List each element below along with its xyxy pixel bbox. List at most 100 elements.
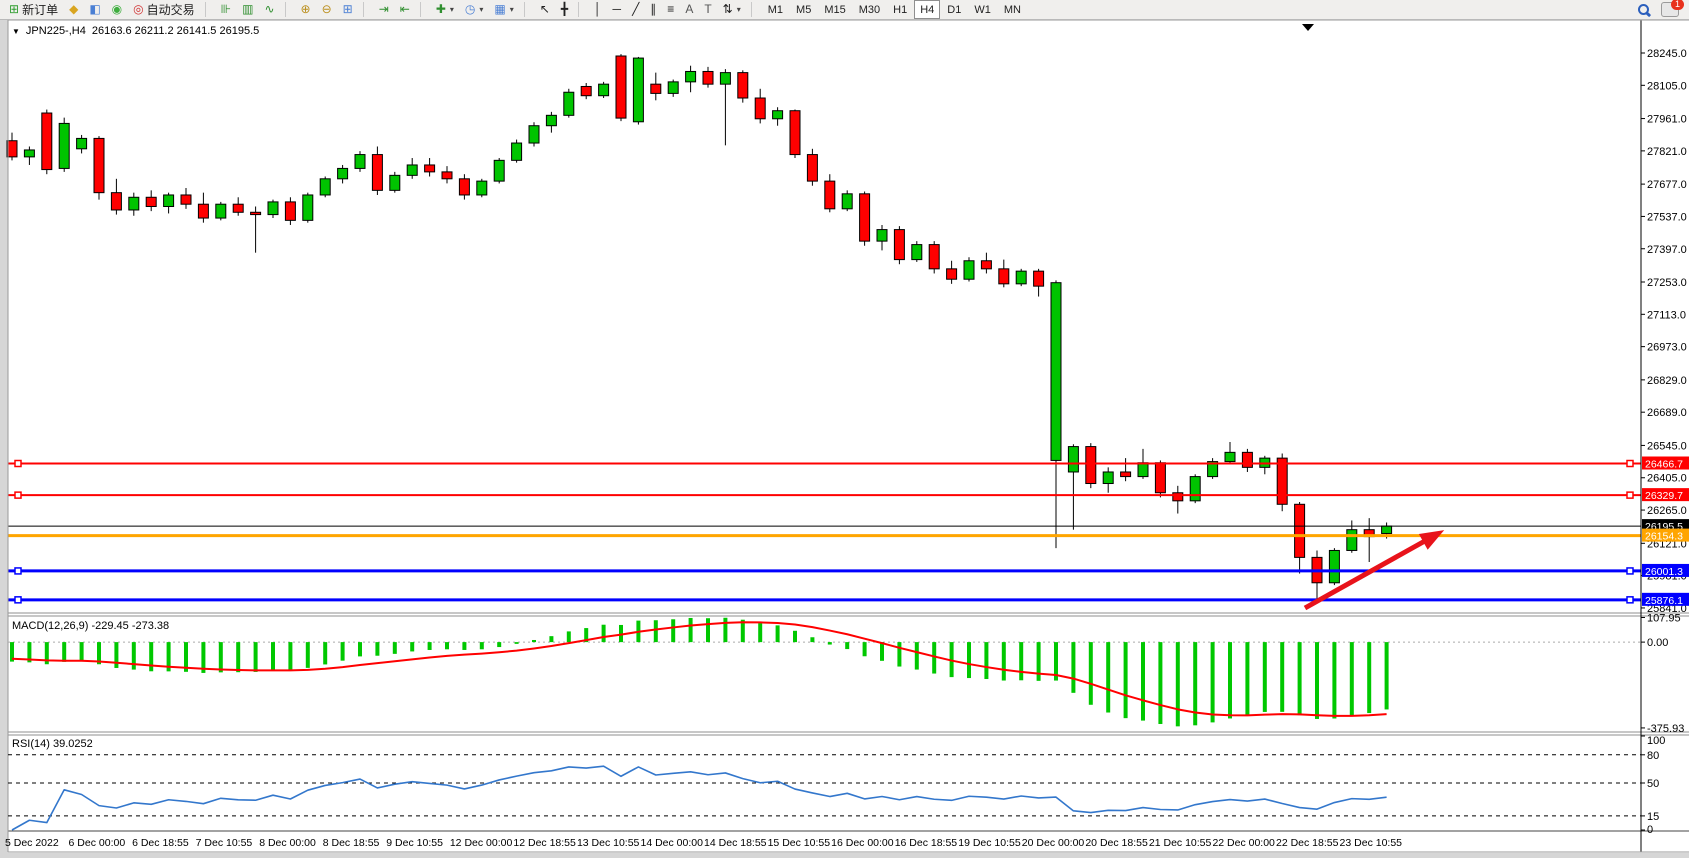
svg-text:8 Dec 18:55: 8 Dec 18:55 <box>323 837 380 849</box>
text-label-icon: T <box>704 2 712 16</box>
timeframe-m15[interactable]: M15 <box>824 3 846 16</box>
time-axis[interactable]: 5 Dec 2022 6 Dec 00:00 6 Dec 18:55 7 Dec 10… <box>5 837 1402 849</box>
cursor-icon: ↖ <box>539 2 550 16</box>
line-handle[interactable] <box>14 596 22 604</box>
svg-text:25876.1: 25876.1 <box>1645 595 1683 607</box>
navigator-icon: ◧ <box>89 2 101 16</box>
toolbar: ⊞ 新订单 ◆ ◧ ◉ ◎ 自动交易 ⊪ ▥ ∿ ⊕ ⊖ ⊞ ⇥ ⇤ ✚ ▾ ◷ ▾ ▦ ▾ ↖ ╋ │ ─ ╱ ∥ ≡ A T ⇅ ▾ M1 M… <box>0 0 1689 20</box>
chat-icon[interactable]: 1 <box>1661 0 1684 17</box>
text-label-button[interactable]: T <box>699 0 716 19</box>
notification-badge: 1 <box>1671 0 1684 10</box>
rsi-indicator-label: RSI(14) 39.0252 <box>12 738 93 750</box>
chevron-down-icon: ▾ <box>479 5 484 14</box>
trendline-icon: ╱ <box>632 2 640 16</box>
bar-chart-button[interactable]: ⊪ <box>216 0 236 19</box>
timeframe-m1[interactable]: M1 <box>767 3 784 16</box>
toolbar-separator <box>750 2 758 17</box>
symbol-dropdown-icon[interactable]: ▼ <box>12 26 20 36</box>
timeframe-d1[interactable]: D1 <box>947 3 962 16</box>
svg-text:100: 100 <box>1647 735 1665 747</box>
svg-text:26154.3: 26154.3 <box>1645 531 1683 543</box>
toolbar-separator <box>284 2 292 17</box>
svg-text:12 Dec 00:00: 12 Dec 00:00 <box>450 837 513 849</box>
trendline-button[interactable]: ╱ <box>627 0 644 19</box>
horizontal-line-icon: ─ <box>612 2 622 16</box>
new-order-button-label: 新订单 <box>22 3 59 17</box>
terminal-button[interactable]: ◉ <box>107 0 127 19</box>
fibonacci-button[interactable]: ≡ <box>662 0 679 19</box>
zoom-in-button[interactable]: ⊕ <box>296 0 316 19</box>
indicators-button[interactable]: ✚ ▾ <box>431 0 459 19</box>
chart-corner-dropdown-icon[interactable] <box>1302 24 1314 31</box>
rsi-pane: 100 80 50 150 <box>8 735 1665 836</box>
arrows-button[interactable]: ⇅ ▾ <box>718 0 746 19</box>
symbol-ohlc: 26163.6 26211.2 26141.5 26195.5 <box>91 25 260 37</box>
svg-text:50: 50 <box>1647 778 1659 790</box>
text-button[interactable]: A <box>680 0 698 19</box>
market-watch-icon: ◆ <box>69 2 79 16</box>
chevron-down-icon: ▾ <box>509 5 514 14</box>
candlestick-chart-button[interactable]: ▥ <box>237 0 258 19</box>
new-order-button[interactable]: ⊞ 新订单 <box>4 0 63 19</box>
auto-scroll-button[interactable]: ⇥ <box>374 0 394 19</box>
crosshair-icon: ╋ <box>560 2 569 16</box>
svg-text:20 Dec 18:55: 20 Dec 18:55 <box>1085 837 1148 849</box>
level-price-label <box>1642 592 1689 606</box>
chevron-down-icon: ▾ <box>736 5 741 14</box>
svg-text:15 Dec 10:55: 15 Dec 10:55 <box>768 837 831 849</box>
periods-button[interactable]: ◷ ▾ <box>460 0 489 19</box>
svg-text:9 Dec 10:55: 9 Dec 10:55 <box>386 837 443 849</box>
svg-text:107.95: 107.95 <box>1647 612 1681 624</box>
vertical-line-button[interactable]: │ <box>589 0 607 19</box>
price-axis: 28245.0 28105.0 27961.0 27821.0 27677.0 27537… <box>1641 48 1689 615</box>
indicators-icon: ✚ <box>435 2 446 16</box>
auto-scroll-icon: ⇥ <box>378 2 389 16</box>
text-icon: A <box>685 2 694 16</box>
chart-shift-button[interactable]: ⇤ <box>395 0 415 19</box>
svg-text:22 Dec 18:55: 22 Dec 18:55 <box>1276 837 1339 849</box>
search-icon[interactable] <box>1637 3 1651 17</box>
autotrading-icon: ◎ <box>133 2 144 16</box>
toolbar-separator <box>419 2 427 17</box>
crosshair-button[interactable]: ╋ <box>556 0 573 19</box>
market-watch-button[interactable]: ◆ <box>64 0 83 19</box>
svg-text:0.00: 0.00 <box>1647 637 1668 649</box>
line-handle[interactable] <box>1626 459 1634 468</box>
line-handle[interactable] <box>1626 567 1634 575</box>
zoom-out-button[interactable]: ⊖ <box>317 0 337 19</box>
horizontal-line-button[interactable]: ─ <box>608 0 627 19</box>
line-handle[interactable] <box>1626 491 1634 499</box>
cursor-button[interactable]: ↖ <box>535 0 555 19</box>
timeframe-m30[interactable]: M30 <box>858 3 881 16</box>
line-handle[interactable] <box>14 567 22 575</box>
equidistant-channel-button[interactable]: ∥ <box>645 0 661 19</box>
trend-arrow[interactable] <box>1303 530 1445 611</box>
svg-text:27677.0: 27677.0 <box>1647 179 1687 191</box>
svg-text:21 Dec 10:55: 21 Dec 10:55 <box>1149 837 1212 849</box>
svg-text:27961.0: 27961.0 <box>1647 114 1687 126</box>
timeframe-w1[interactable]: W1 <box>974 3 991 16</box>
macd-signal-line <box>11 621 1387 717</box>
timeframe-m5[interactable]: M5 <box>796 3 812 16</box>
svg-text:26466.7: 26466.7 <box>1645 459 1683 471</box>
svg-text:27253.0: 27253.0 <box>1647 277 1687 289</box>
timeframe-h1[interactable]: H1 <box>893 3 908 16</box>
tile-windows-button[interactable]: ⊞ <box>338 0 358 19</box>
svg-text:27113.0: 27113.0 <box>1647 309 1686 321</box>
autotrading-button[interactable]: ◎ 自动交易 <box>128 0 200 19</box>
svg-text:-375.93: -375.93 <box>1647 723 1684 735</box>
line-handle[interactable] <box>14 459 22 468</box>
line-chart-icon: ∿ <box>264 2 275 16</box>
timeframe-mn[interactable]: MN <box>1003 3 1021 16</box>
line-handle[interactable] <box>14 491 22 499</box>
line-handle[interactable] <box>1626 596 1634 604</box>
timeframe-h4[interactable]: H4 <box>914 0 941 19</box>
svg-text:25841.0: 25841.0 <box>1647 603 1687 615</box>
line-chart-button[interactable]: ∿ <box>259 0 279 19</box>
svg-text:5 Dec 2022: 5 Dec 2022 <box>5 837 59 849</box>
svg-text:6 Dec 18:55: 6 Dec 18:55 <box>132 837 189 849</box>
templates-button[interactable]: ▦ ▾ <box>489 0 518 19</box>
navigator-button[interactable]: ◧ <box>84 0 105 19</box>
